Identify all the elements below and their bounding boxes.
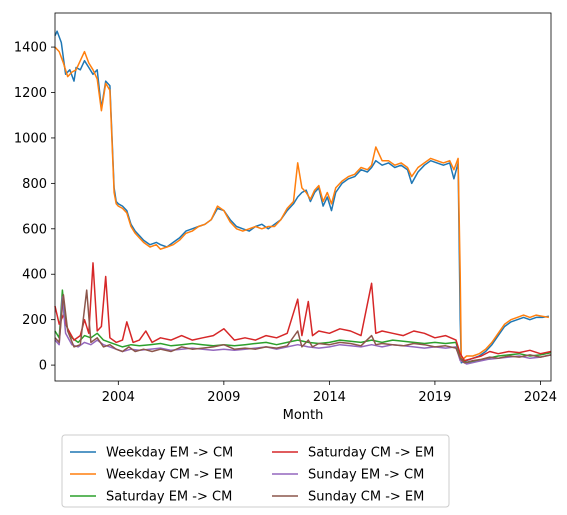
legend: Weekday EM -> CM Weekday CM -> EM Saturday… — [61, 434, 450, 508]
x-tick-label: 2004 — [102, 390, 135, 405]
series-line-5 — [54, 296, 552, 365]
x-axis-title: Month — [283, 408, 324, 423]
x-tick-label: 2019 — [418, 390, 451, 405]
series-line-2 — [54, 46, 550, 362]
y-axis: 0 200 400 600 800 1000 1200 1400 — [14, 41, 55, 374]
y-tick-label: 400 — [22, 268, 47, 283]
plot-lines — [54, 30, 552, 365]
y-tick-label: 200 — [22, 313, 47, 328]
series-line-4 — [54, 262, 552, 362]
legend-label: Saturday CM -> EM — [308, 446, 434, 461]
y-tick-label: 0 — [39, 359, 47, 374]
series-line-1 — [54, 30, 550, 364]
legend-box — [61, 434, 450, 508]
legend-label: Weekday EM -> CM — [106, 446, 233, 461]
x-tick-label: 2014 — [313, 390, 346, 405]
y-tick-label: 1200 — [14, 86, 47, 101]
y-tick-label: 1400 — [14, 41, 47, 56]
y-tick-label: 600 — [22, 222, 47, 237]
x-tick-label: 2009 — [207, 390, 240, 405]
y-tick-label: 1000 — [14, 131, 47, 146]
x-tick-label: 2024 — [524, 390, 557, 405]
legend-label: Saturday EM -> CM — [106, 490, 232, 505]
legend-label: Weekday CM -> EM — [106, 468, 233, 483]
y-tick-label: 800 — [22, 177, 47, 192]
legend-label: Sunday EM -> CM — [308, 468, 424, 483]
legend-label: Sunday CM -> EM — [308, 490, 424, 505]
plot-frame — [54, 12, 552, 382]
series-line-6 — [54, 289, 552, 364]
x-axis: 2004 2009 2014 2019 2024 — [102, 381, 557, 405]
